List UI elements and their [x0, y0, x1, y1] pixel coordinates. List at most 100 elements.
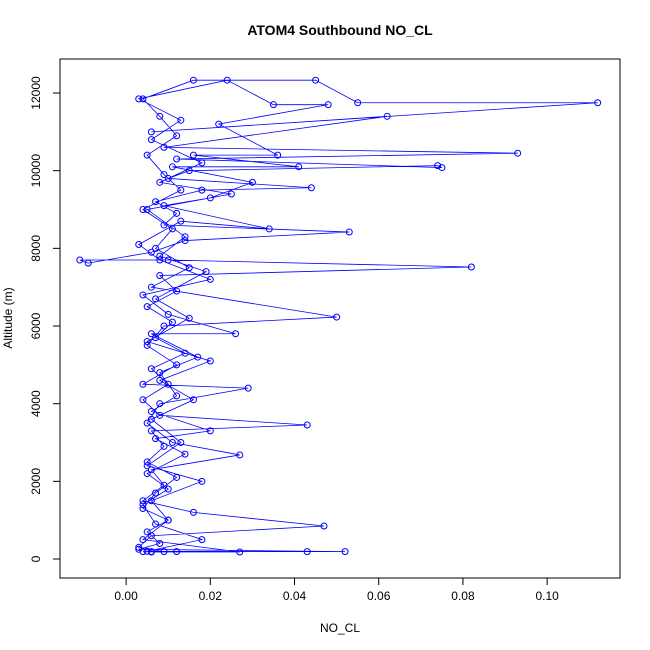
data-point: [295, 163, 303, 171]
data-point: [147, 365, 155, 373]
data-point: [152, 244, 160, 252]
data-point: [139, 380, 147, 388]
data-point: [147, 283, 155, 291]
y-tick-label: 6000: [29, 312, 43, 339]
data-point: [152, 435, 160, 443]
data-point: [438, 164, 446, 172]
data-point: [594, 99, 602, 107]
y-axis-label: Altitude (m): [1, 287, 15, 348]
data-point: [164, 485, 172, 493]
data-point: [223, 76, 231, 84]
data-point: [173, 392, 181, 400]
data-point: [147, 248, 155, 256]
data-point: [147, 497, 155, 505]
x-tick-label: 0.04: [283, 589, 307, 603]
y-tick-label: 2000: [29, 468, 43, 495]
y-tick-label: 0: [29, 555, 43, 562]
x-tick-label: 0.02: [199, 589, 223, 603]
data-point: [206, 275, 214, 283]
x-tick-label: 0.00: [114, 589, 138, 603]
data-point: [189, 76, 197, 84]
data-point: [354, 99, 362, 107]
data-point: [156, 252, 164, 260]
data-point: [181, 237, 189, 245]
data-point: [185, 314, 193, 322]
data-point: [139, 396, 147, 404]
plot-frame: [59, 58, 621, 579]
data-point: [139, 497, 147, 505]
chart-title: ATOM4 Southbound NO_CL: [247, 22, 433, 38]
data-point: [177, 116, 185, 124]
data-point: [143, 303, 151, 311]
data-point: [269, 101, 277, 109]
data-point: [168, 163, 176, 171]
data-point: [156, 272, 164, 280]
data-point: [215, 120, 223, 128]
data-point: [152, 198, 160, 206]
data-point: [147, 548, 155, 556]
data-point: [139, 95, 147, 103]
data-point: [244, 384, 252, 392]
data-point: [84, 259, 92, 267]
data-point: [248, 178, 256, 186]
x-tick-label: 0.10: [535, 589, 559, 603]
data-point: [147, 427, 155, 435]
y-tick-label: 8000: [29, 235, 43, 262]
data-point: [152, 489, 160, 497]
data-point: [135, 95, 143, 103]
data-point: [206, 357, 214, 365]
data-point: [467, 263, 475, 271]
data-point: [168, 318, 176, 326]
data-point: [341, 548, 349, 556]
data-point: [345, 228, 353, 236]
data-point: [152, 295, 160, 303]
data-point: [147, 466, 155, 474]
data-point: [160, 322, 168, 330]
data-point: [76, 256, 84, 264]
data-point: [181, 450, 189, 458]
data-point: [139, 206, 147, 214]
data-point: [156, 376, 164, 384]
data-point: [232, 330, 240, 338]
data-point: [143, 151, 151, 159]
data-point: [185, 167, 193, 175]
data-point: [152, 334, 160, 342]
data-point: [147, 136, 155, 144]
x-tick-label: 0.08: [451, 589, 475, 603]
data-point: [143, 462, 151, 470]
data-point: [143, 470, 151, 478]
data-point: [147, 407, 155, 415]
data-point: [206, 427, 214, 435]
data-point: [160, 221, 168, 229]
data-point: [189, 396, 197, 404]
data-point: [181, 233, 189, 241]
data-point: [333, 313, 341, 321]
data-point: [156, 400, 164, 408]
data-point: [147, 128, 155, 136]
x-axis-label: NO_CL: [320, 621, 360, 635]
x-tick-label: 0.06: [367, 589, 391, 603]
y-tick-label: 12000: [29, 76, 43, 110]
data-point: [164, 516, 172, 524]
data-point: [173, 155, 181, 163]
data-point: [303, 548, 311, 556]
data-point: [143, 528, 151, 536]
data-point: [147, 330, 155, 338]
data-point: [434, 162, 442, 170]
data-point: [320, 522, 328, 530]
data-point: [236, 451, 244, 459]
data-point: [156, 539, 164, 547]
data-point: [164, 380, 172, 388]
data-point: [189, 151, 197, 159]
data-point: [164, 310, 172, 318]
y-tick-label: 4000: [29, 390, 43, 417]
data-point: [173, 209, 181, 217]
data-point: [164, 256, 172, 264]
data-point: [177, 186, 185, 194]
data-point: [139, 536, 147, 544]
data-point: [147, 532, 155, 540]
data-point: [164, 174, 172, 182]
data-point: [156, 411, 164, 419]
data-point: [198, 186, 206, 194]
